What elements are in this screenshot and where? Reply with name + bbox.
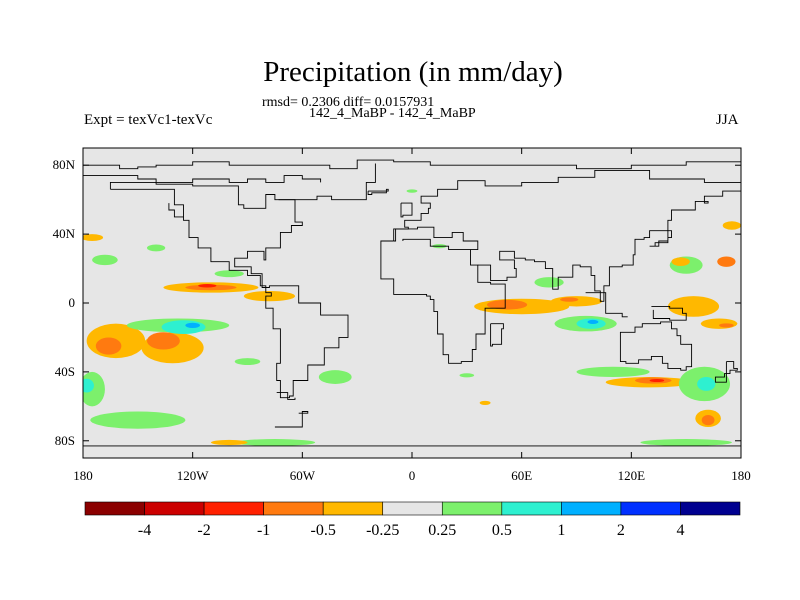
anomaly-region	[234, 439, 316, 446]
y-tick-label: 0	[69, 295, 76, 310]
x-tick-label: 60W	[290, 468, 316, 483]
anomaly-region	[198, 284, 217, 288]
coastline	[400, 202, 413, 218]
coastline	[83, 175, 322, 183]
anomaly-region	[161, 320, 206, 334]
anomaly-region	[534, 277, 564, 288]
anomaly-region	[700, 318, 738, 329]
anomaly-region	[722, 221, 741, 230]
coastline	[393, 226, 479, 251]
colorbar-label: 4	[676, 522, 684, 539]
anomaly-region	[185, 284, 237, 291]
anomaly-region	[185, 322, 200, 328]
anomaly-region	[479, 400, 491, 405]
anomaly-region	[210, 439, 248, 446]
x-tick-label: 120E	[618, 468, 646, 483]
anomaly-region	[587, 319, 599, 325]
anomaly-region	[406, 189, 418, 193]
coastline	[619, 321, 693, 371]
coastline	[168, 203, 184, 218]
coastline	[367, 188, 389, 195]
axis-ticks: 180 120W 60W 0 60E 120E 180 80N 40N 0 40S 80S	[53, 148, 751, 483]
colorbar-swatch	[561, 501, 622, 516]
anomaly-region	[640, 439, 732, 446]
anomaly-region	[92, 254, 118, 266]
coastline	[477, 190, 741, 302]
colorbar-label: 1	[557, 522, 565, 539]
anomaly-region	[576, 366, 650, 378]
x-tick-label: 60E	[511, 468, 532, 483]
colorbar-swatch	[382, 501, 443, 516]
anomaly-region	[95, 337, 122, 355]
coastline	[714, 361, 738, 383]
colorbar-swatch	[441, 501, 503, 516]
model-comparison-label: 142_4_MaBP - 142_4_MaBP	[309, 106, 476, 121]
anomaly-region	[146, 244, 166, 252]
anomaly-field-layer	[83, 189, 741, 446]
rmsd-diff-stats: rmsd= 0.2306 diff= 0.0157931	[262, 95, 435, 110]
x-tick-label: 180	[731, 468, 751, 483]
anomaly-region	[83, 234, 104, 241]
colorbar: -4 -2 -1 -0.5 -0.25 0.25 0.5 1 2 4	[84, 501, 741, 539]
colorbar-label: -0.5	[311, 522, 336, 539]
anomaly-region	[459, 373, 475, 378]
anomaly-region	[719, 323, 734, 328]
colorbar-label: -2	[197, 522, 210, 539]
colorbar-label: 0.5	[492, 522, 512, 539]
coastline	[274, 411, 309, 428]
experiment-label: Expt = texVc1-texVc	[84, 112, 213, 128]
anomaly-region	[671, 257, 690, 266]
anomaly-region	[486, 299, 528, 310]
colorbar-swatch	[144, 501, 205, 516]
colorbar-label: -1	[257, 522, 270, 539]
x-tick-label: 120W	[177, 468, 210, 483]
coastline	[585, 292, 628, 318]
anomaly-region	[649, 378, 665, 383]
colorbar-swatch	[84, 501, 145, 516]
x-tick-label: 0	[409, 468, 416, 483]
anomaly-region	[697, 377, 716, 391]
colorbar-label: -0.25	[366, 522, 399, 539]
coastline	[83, 159, 741, 170]
x-tick-label: 180	[73, 468, 93, 483]
coastline	[278, 163, 376, 201]
anomaly-region	[318, 370, 352, 384]
anomaly-region	[214, 270, 244, 278]
coastline	[649, 230, 672, 247]
y-tick-label: 40S	[55, 364, 75, 379]
coastline	[393, 169, 741, 242]
coastline-layer	[83, 159, 741, 447]
map-background	[83, 148, 741, 458]
anomaly-region	[146, 332, 180, 350]
anomaly-region	[83, 378, 94, 393]
y-tick-label: 80S	[55, 433, 75, 448]
colorbar-swatch	[620, 501, 681, 516]
anomaly-region	[717, 256, 736, 267]
colorbar-swatch	[203, 501, 264, 516]
anomaly-region	[90, 411, 186, 429]
colorbar-label: 2	[617, 522, 625, 539]
coastline	[651, 305, 687, 321]
colorbar-label: 0.25	[428, 522, 456, 539]
colorbar-label: -4	[138, 522, 151, 539]
y-tick-label: 40N	[53, 226, 76, 241]
anomaly-region	[550, 296, 603, 307]
colorbar-swatch	[263, 501, 324, 516]
anomaly-region	[701, 414, 715, 426]
season-label: JJA	[716, 112, 739, 128]
chart-title: Precipitation (in mm/day)	[263, 56, 563, 88]
anomaly-region	[560, 297, 579, 302]
anomaly-region	[234, 358, 261, 365]
y-tick-label: 80N	[53, 157, 76, 172]
colorbar-swatch	[680, 501, 741, 516]
anomaly-region	[667, 296, 720, 317]
colorbar-swatch	[322, 501, 384, 516]
colorbar-swatch	[501, 501, 562, 516]
coastline	[380, 238, 506, 364]
coastline	[276, 392, 296, 400]
coastline	[490, 323, 504, 347]
